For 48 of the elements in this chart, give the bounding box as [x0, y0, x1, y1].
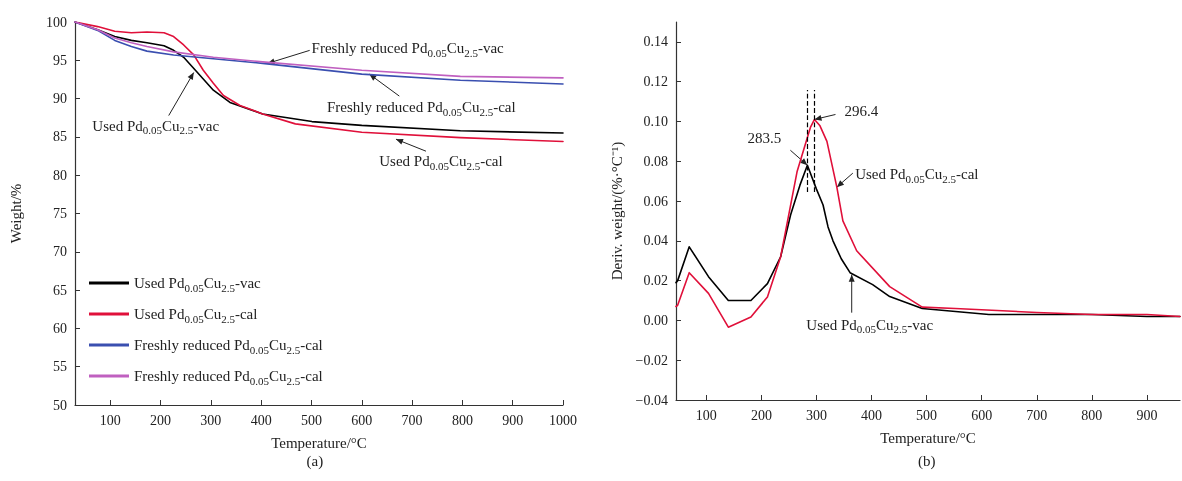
y-axis-title: Deriv. weight/(%·°C⁻¹)	[608, 141, 626, 281]
x-tick-label: 300	[805, 407, 827, 423]
y-tick-label: 55	[53, 359, 67, 375]
x-tick-label: 100	[695, 407, 717, 423]
x-tick-label: 900	[502, 412, 524, 428]
y-axis-title: Weight/%	[7, 183, 24, 244]
x-tick-label: 200	[150, 412, 172, 428]
x-tick-label: 600	[971, 407, 993, 423]
x-tick-label: 400	[861, 407, 883, 423]
x-tick-label: 800	[1081, 407, 1103, 423]
x-tick-label: 1000	[549, 412, 577, 428]
x-tick-label: 400	[250, 412, 272, 428]
y-tick-label: −0.02	[635, 352, 668, 368]
y-tick-label: −0.04	[635, 392, 668, 408]
y-tick-label: 70	[53, 244, 67, 260]
x-axis-title: Temperature/°C	[271, 434, 367, 451]
y-tick-label: 100	[46, 14, 67, 30]
y-tick-label: 0.10	[643, 113, 668, 129]
y-tick-label: 0.04	[643, 233, 668, 249]
y-tick-label: 0.14	[643, 34, 668, 50]
y-tick-label: 0.00	[643, 312, 668, 328]
x-tick-label: 100	[99, 412, 121, 428]
annotation: 283.5	[747, 130, 782, 147]
x-tick-label: 600	[351, 412, 373, 428]
x-tick-label: 700	[401, 412, 423, 428]
y-tick-label: 95	[53, 52, 67, 68]
y-tick-label: 0.08	[643, 153, 668, 169]
text: (b)	[918, 452, 936, 470]
annotation: 296.4	[844, 103, 879, 120]
x-tick-label: 800	[451, 412, 473, 428]
y-tick-label: 0.12	[643, 74, 668, 90]
text: (a)	[306, 452, 324, 470]
y-tick-label: 80	[53, 167, 67, 183]
y-tick-label: 65	[53, 282, 67, 298]
x-tick-label: 200	[750, 407, 772, 423]
y-tick-label: 0.02	[643, 273, 668, 289]
y-tick-label: 75	[53, 206, 67, 221]
x-axis-title: Temperature/°C	[880, 429, 976, 446]
y-tick-label: 90	[53, 91, 67, 107]
x-tick-label: 500	[300, 412, 322, 428]
x-tick-label: 300	[200, 412, 222, 428]
x-tick-label: 700	[1026, 407, 1048, 423]
y-tick-label: 50	[53, 397, 67, 413]
y-tick-label: 0.06	[643, 193, 668, 209]
y-tick-label: 85	[53, 129, 67, 145]
y-tick-label: 60	[53, 320, 67, 336]
x-tick-label: 900	[1136, 407, 1158, 423]
x-tick-label: 500	[916, 407, 938, 423]
